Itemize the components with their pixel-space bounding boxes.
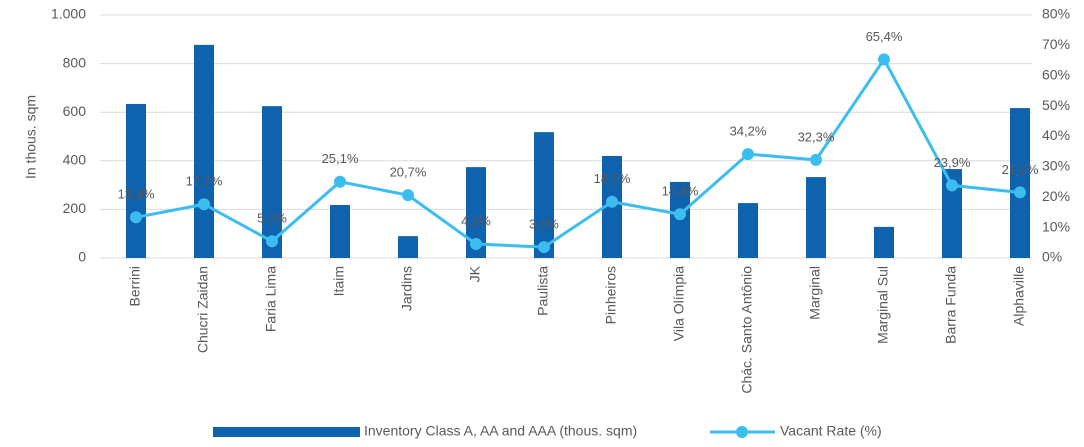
line-point — [198, 198, 210, 211]
bar — [262, 106, 282, 258]
bar — [398, 236, 418, 258]
y-tick-label: 600 — [63, 103, 87, 119]
x-tick-label: Marginal Sul — [875, 266, 891, 344]
data-label: 14,4% — [662, 184, 699, 199]
data-label: 13,4% — [118, 187, 155, 202]
line-point — [266, 235, 278, 248]
bar — [194, 44, 214, 258]
y-tick-label: 200 — [63, 200, 87, 216]
line-point — [402, 189, 414, 202]
x-tick-label: Marginal — [807, 266, 823, 320]
y2-tick-label: 80% — [1042, 6, 1070, 22]
line-point — [946, 179, 958, 192]
data-label: 3,6% — [529, 217, 559, 232]
line-point — [674, 208, 686, 221]
data-label: 34,2% — [730, 124, 767, 139]
line-point — [878, 53, 890, 66]
x-tick-label: Chucri Zaidan — [195, 266, 211, 353]
data-label: 17,7% — [186, 174, 223, 189]
y-tick-label: 400 — [63, 152, 87, 168]
legend-swatch — [213, 427, 360, 437]
bar — [874, 226, 894, 258]
line-point — [606, 195, 618, 208]
bar — [738, 203, 758, 258]
x-tick-label: JK — [467, 265, 483, 282]
data-label: 21,6% — [1002, 162, 1039, 177]
line-point — [1014, 186, 1026, 199]
bar — [534, 132, 554, 258]
bar — [330, 205, 350, 258]
legend-swatch — [736, 426, 748, 438]
legend-label: Inventory Class A, AA and AAA (thous. sq… — [364, 423, 637, 439]
data-label: 25,1% — [322, 151, 359, 166]
x-tick-label: Paulista — [535, 266, 551, 316]
x-tick-label: Barra Funda — [943, 266, 959, 344]
x-tick-label: Jardins — [399, 266, 415, 311]
x-tick-label: Alphaville — [1011, 266, 1027, 326]
line-point — [470, 238, 482, 251]
y2-tick-label: 0% — [1042, 249, 1062, 265]
bar — [466, 167, 486, 258]
bar — [806, 177, 826, 258]
y-tick-label: 800 — [63, 54, 87, 70]
y-tick-label: 1.000 — [51, 6, 86, 22]
y2-tick-label: 70% — [1042, 36, 1070, 52]
data-label: 18,5% — [594, 171, 631, 186]
bar — [942, 169, 962, 258]
bar — [126, 103, 146, 258]
y2-tick-label: 60% — [1042, 66, 1070, 82]
line-point — [810, 153, 822, 166]
y2-tick-label: 30% — [1042, 158, 1070, 174]
y2-tick-label: 10% — [1042, 218, 1070, 234]
y-axis-title: In thous. sqm — [23, 95, 39, 179]
line — [135, 56, 1021, 249]
line-point — [538, 241, 550, 254]
y2-tick-label: 20% — [1042, 188, 1070, 204]
data-label: 5,5% — [257, 211, 287, 226]
legend-label: Vacant Rate (%) — [780, 423, 882, 439]
data-label: 65,4% — [866, 29, 903, 44]
x-tick-label: Pinheiros — [603, 266, 619, 324]
x-tick-label: Berrini — [127, 266, 143, 306]
x-tick-label: Faria Lima — [263, 266, 279, 332]
data-label: 4,6% — [461, 213, 491, 228]
x-tick-label: Itaim — [331, 266, 347, 296]
y2-tick-label: 40% — [1042, 127, 1070, 143]
y2-tick-label: 50% — [1042, 97, 1070, 113]
x-tick-label: Vila Olímpia — [671, 266, 687, 341]
data-label: 32,3% — [798, 129, 835, 144]
data-label: 20,7% — [390, 165, 427, 180]
line-point — [334, 175, 346, 188]
x-tick-label: Chác. Santo Antônio — [739, 266, 755, 394]
bar — [1010, 108, 1030, 258]
line-point — [742, 148, 754, 161]
data-label: 23,9% — [934, 155, 971, 170]
line-point — [130, 211, 142, 224]
y-tick-label: 0 — [78, 249, 86, 265]
